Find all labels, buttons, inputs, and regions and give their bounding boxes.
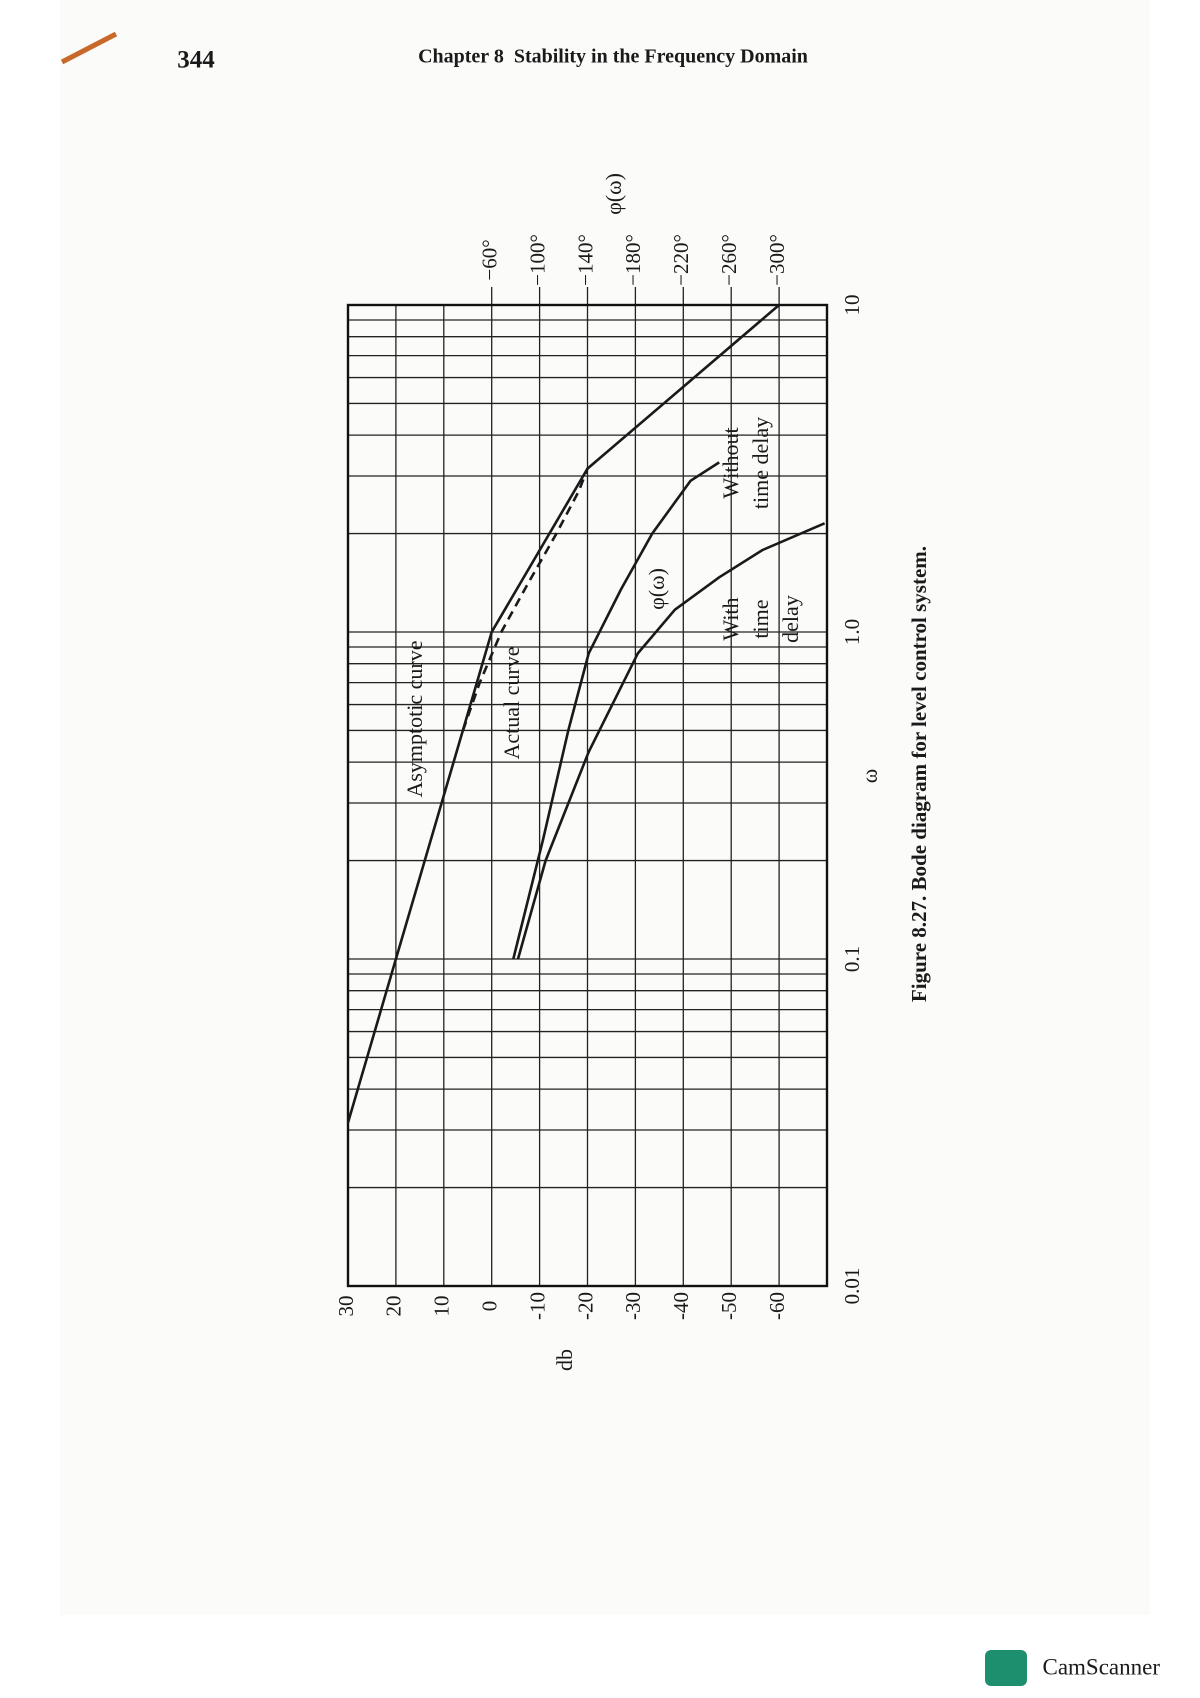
x-tick-label: 0.01 <box>840 1268 864 1305</box>
x-tick-label: 10 <box>840 295 864 316</box>
y2-tick-label: −140° <box>573 234 597 286</box>
paper <box>60 0 1150 1615</box>
running-head: Chapter 8 Stability in the Frequency Dom… <box>418 46 808 68</box>
curve-label: time delay <box>748 417 773 509</box>
caption: Figure 8.27. Bode diagram for level cont… <box>907 546 931 1002</box>
y-tick-label: -50 <box>717 1292 741 1320</box>
y-tick-label: -20 <box>573 1292 597 1320</box>
y2-tick-label: −180° <box>621 234 645 286</box>
y-tick-label: 0 <box>478 1301 502 1312</box>
watermark-logo <box>985 1650 1027 1686</box>
curve <box>346 304 780 1123</box>
y-tick-label: -40 <box>669 1292 693 1320</box>
curve-label: Asymptotic curve <box>402 640 427 797</box>
x-tick-label: 1.0 <box>840 619 864 645</box>
y2-tick-label: −100° <box>525 234 549 286</box>
y-tick-label: 20 <box>382 1296 406 1317</box>
plot-frame <box>346 303 829 1288</box>
y-axis-title: db <box>552 1349 577 1371</box>
curve <box>461 468 589 731</box>
y-tick-label: 10 <box>430 1296 454 1317</box>
y-tick-label: 30 <box>334 1296 358 1317</box>
curve-label: Actual curve <box>499 647 524 760</box>
chart: 0.01 0.1 1.0 10 30 20 10 0 -10 -20 -30 -40 -50 -60 −60… <box>334 173 931 1371</box>
y-tick-label: -60 <box>765 1292 789 1320</box>
y-tick-label: -10 <box>525 1292 549 1320</box>
y2-tick-label: −220° <box>669 234 693 286</box>
x-tick-label: 0.1 <box>840 946 864 972</box>
y2-tick-label: −300° <box>765 234 789 286</box>
page-number: 344 <box>177 47 215 74</box>
curve <box>516 522 826 960</box>
y2-tick-label: −60° <box>478 239 502 280</box>
curve-label: With <box>718 597 743 640</box>
annotation: φ(ω) <box>644 568 669 610</box>
curve <box>512 461 720 960</box>
watermark: CamScanner <box>1042 1654 1160 1679</box>
pencil-mark <box>60 31 118 65</box>
y2-tick-label: −260° <box>717 234 741 286</box>
curve-label: delay <box>778 595 803 643</box>
curve-label: Without <box>718 427 743 498</box>
curve-label: time <box>748 599 773 638</box>
y2-axis-title: φ(ω) <box>601 173 626 215</box>
y-tick-label: -30 <box>621 1292 645 1320</box>
x-axis-title: ω <box>857 769 882 783</box>
